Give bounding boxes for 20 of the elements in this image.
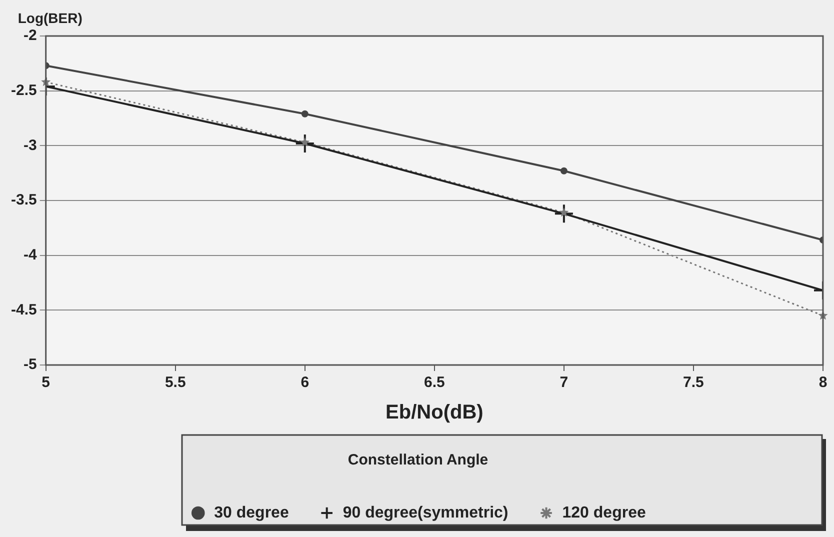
legend-label: 120 degree (562, 504, 646, 522)
x-tick-label: 8 (818, 374, 828, 392)
x-tick-label: 6 (300, 374, 310, 392)
y-tick-label: -4 (24, 246, 38, 264)
y-tick-label: -2 (24, 27, 37, 44)
x-tick-label: 5 (42, 374, 50, 392)
y-tick-label: -5 (24, 356, 37, 374)
y-tick-label: -2.5 (10, 82, 37, 99)
x-tick-label: 6.5 (424, 374, 445, 392)
x-tick-label: 7.5 (683, 374, 704, 392)
legend-label: 90 degree(symmetric) (342, 504, 508, 522)
y-tick-label: -3 (24, 136, 37, 154)
y-tick-label: -4.5 (10, 301, 37, 318)
x-axis-title: Eb/No(dB) (386, 402, 484, 424)
x-tick-label: 5.5 (164, 374, 186, 392)
y-tick-label: -3.5 (10, 192, 37, 209)
x-tick-label: 7 (560, 374, 568, 392)
y-axis-title: Log(BER) (18, 10, 82, 26)
legend-title: Constellation Angle (348, 452, 488, 469)
legend-label: 30 degree (214, 504, 289, 522)
